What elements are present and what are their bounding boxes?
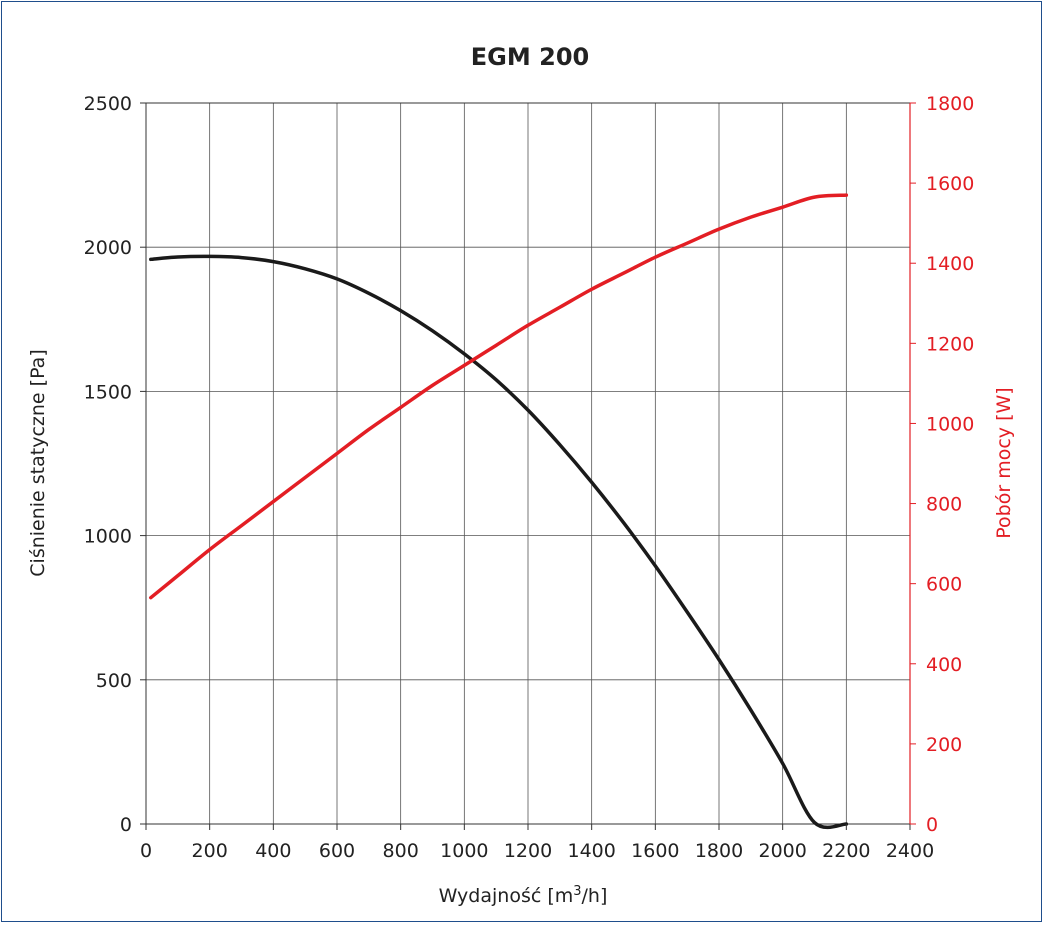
y2-tick-label: 1800 (926, 93, 974, 115)
x-tick-label: 1800 (695, 840, 743, 862)
x-tick-label: 2000 (758, 840, 806, 862)
y-tick-label: 0 (120, 814, 132, 836)
y2-axis-label: Pobór mocy [W] (993, 387, 1015, 538)
y2-tick-label: 0 (926, 814, 938, 836)
y2-axis-ticks: 0 200 400 600 800 1000 1200 1400 1600 1800 (910, 93, 974, 836)
chart-title: EGM 200 (471, 43, 589, 71)
pressure-series-line (149, 254, 849, 830)
y-tick-label: 2000 (84, 237, 132, 259)
x-tick-label: 600 (319, 840, 355, 862)
x-axis-label-sup: 3 (573, 884, 581, 899)
x-tick-label: 1000 (440, 840, 488, 862)
x-tick-label: 1400 (567, 840, 615, 862)
x-tick-label: 200 (192, 840, 228, 862)
x-tick-label: 400 (255, 840, 291, 862)
y2-tick-label: 1600 (926, 173, 974, 195)
x-tick-label: 1200 (504, 840, 552, 862)
y-axis-ticks: 0 500 1000 1500 2000 2500 (84, 93, 146, 836)
x-tick-label: 800 (383, 840, 419, 862)
x-tick-label: 1600 (631, 840, 679, 862)
x-axis-ticks: 0 200 400 600 800 1000 1200 1400 1600 1800 2000 220… (140, 824, 934, 862)
power-series-line (149, 193, 849, 600)
x-tick-label: 0 (140, 840, 152, 862)
y2-tick-label: 1400 (926, 253, 974, 275)
x-axis-label-prefix: Wydajność [m (439, 885, 574, 907)
y-tick-label: 2500 (84, 93, 132, 115)
y2-tick-label: 400 (926, 654, 962, 676)
y2-tick-label: 800 (926, 494, 962, 516)
y2-tick-label: 1200 (926, 333, 974, 355)
grid (145, 102, 911, 825)
y-tick-label: 1500 (84, 381, 132, 403)
y-tick-label: 500 (96, 670, 132, 692)
x-tick-label: 2400 (886, 840, 934, 862)
y2-tick-label: 200 (926, 734, 962, 756)
y-tick-label: 1000 (84, 526, 132, 548)
y2-tick-label: 600 (926, 574, 962, 596)
x-axis-label: Wydajność [m3/h] (439, 884, 608, 907)
y2-tick-label: 1000 (926, 413, 974, 435)
series-layer (149, 193, 849, 830)
x-tick-label: 2200 (822, 840, 870, 862)
y-axis-label: Ciśnienie statyczne [Pa] (27, 349, 49, 576)
x-axis-label-suffix: /h] (582, 885, 608, 907)
